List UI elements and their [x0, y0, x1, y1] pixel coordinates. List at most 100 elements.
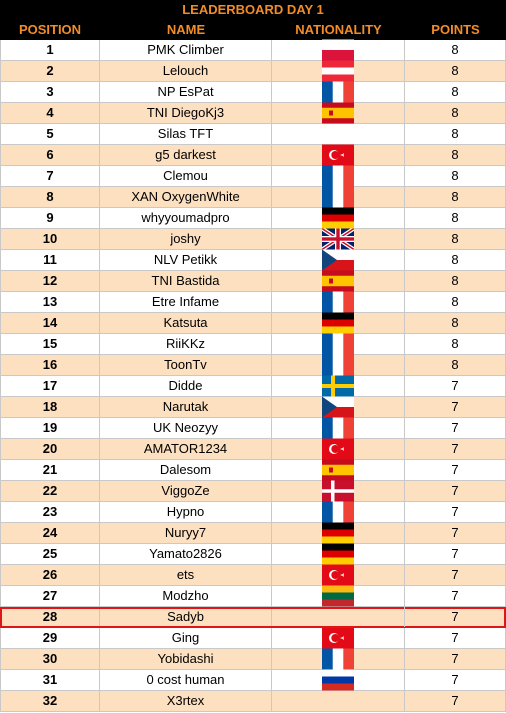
player-name-cell: XAN OxygenWhite: [100, 187, 272, 207]
points-cell: 8: [405, 250, 506, 270]
player-name-cell: Sadyb: [100, 607, 272, 627]
player-name-cell: ets: [100, 565, 272, 585]
position-cell: 27: [0, 586, 100, 606]
russia-flag-icon: [322, 669, 354, 691]
header-nationality: NATIONALITY: [295, 22, 382, 37]
table-row: 22 ViggoZe 7: [0, 480, 506, 502]
player-name-cell: NP EsPat: [100, 82, 272, 102]
table-row: 30 Yobidashi 7: [0, 648, 506, 670]
player-name-cell: Nuryy7: [100, 523, 272, 543]
points-cell: 7: [405, 439, 506, 459]
table-row: 29 Ging 7: [0, 627, 506, 649]
player-name-cell: 0 cost human: [100, 670, 272, 690]
spain-flag-icon: [322, 102, 354, 124]
austria-flag-icon: [322, 60, 354, 82]
position-cell: 21: [0, 460, 100, 480]
points-cell: 8: [405, 334, 506, 354]
position-cell: 7: [0, 166, 100, 186]
table-row: 17 Didde 7: [0, 375, 506, 397]
points-cell: 7: [405, 649, 506, 669]
position-cell: 19: [0, 418, 100, 438]
france-flag-icon: [322, 648, 354, 670]
table-row: 10 joshy 8: [0, 228, 506, 250]
table-row: 2 Lelouch 8: [0, 60, 506, 82]
points-cell: 7: [405, 376, 506, 396]
position-cell: 13: [0, 292, 100, 312]
position-cell: 1: [0, 40, 100, 60]
turkey-flag-icon: [322, 627, 354, 649]
points-cell: 7: [405, 628, 506, 648]
france-flag-icon: [322, 186, 354, 208]
turkey-flag-icon: [322, 144, 354, 166]
player-name-cell: g5 darkest: [100, 145, 272, 165]
position-cell: 32: [0, 691, 100, 711]
nationality-cell: [272, 81, 405, 103]
table-row: 16 ToonTv 8: [0, 354, 506, 376]
table-row: 4 TNI DiegoKj3 8: [0, 102, 506, 124]
germany-flag-icon: [322, 522, 354, 544]
header-name: NAME: [166, 22, 206, 37]
nationality-cell: [272, 691, 405, 711]
points-cell: 7: [405, 397, 506, 417]
position-cell: 14: [0, 313, 100, 333]
points-cell: 8: [405, 187, 506, 207]
player-name-cell: X3rtex: [100, 691, 272, 711]
position-cell: 5: [0, 124, 100, 144]
lithuania-flag-icon: [322, 585, 354, 607]
table-row: 24 Nuryy7 7: [0, 522, 506, 544]
player-name-cell: Yamato2826: [100, 544, 272, 564]
position-cell: 8: [0, 187, 100, 207]
points-cell: 7: [405, 544, 506, 564]
nationality-cell: [272, 186, 405, 208]
position-cell: 23: [0, 502, 100, 522]
sweden-flag-icon: [322, 375, 354, 397]
table-row: 7 Clemou 8: [0, 165, 506, 187]
player-name-cell: Narutak: [100, 397, 272, 417]
position-cell: 29: [0, 628, 100, 648]
france-flag-icon: [322, 354, 354, 376]
position-cell: 25: [0, 544, 100, 564]
points-cell: 7: [405, 418, 506, 438]
points-cell: 7: [405, 481, 506, 501]
header-points: POINTS: [431, 22, 480, 37]
points-cell: 8: [405, 271, 506, 291]
table-row: 15 RiiKKz 8: [0, 333, 506, 355]
nationality-cell: [272, 291, 405, 313]
player-name-cell: TNI DiegoKj3: [100, 103, 272, 123]
table-row: 18 Narutak 7: [0, 396, 506, 418]
points-cell: 7: [405, 502, 506, 522]
points-cell: 8: [405, 61, 506, 81]
table-row: 23 Hypno 7: [0, 501, 506, 523]
germany-flag-icon: [322, 543, 354, 565]
table-row: 31 0 cost human 7: [0, 669, 506, 691]
table-row: 27 Modzho 7: [0, 585, 506, 607]
points-cell: 8: [405, 229, 506, 249]
table-row: 13 Etre Infame 8: [0, 291, 506, 313]
nationality-cell: [272, 417, 405, 439]
table-header: POSITION NAME NATIONALITY POINTS: [0, 19, 506, 40]
position-cell: 16: [0, 355, 100, 375]
player-name-cell: whyyoumadpro: [100, 208, 272, 228]
czechia-flag-icon: [322, 249, 354, 271]
player-name-cell: NLV Petikk: [100, 250, 272, 270]
player-name-cell: RiiKKz: [100, 334, 272, 354]
nationality-cell: [272, 144, 405, 166]
table-row: 8 XAN OxygenWhite 8: [0, 186, 506, 208]
nationality-cell: [272, 333, 405, 355]
france-flag-icon: [322, 165, 354, 187]
points-cell: 8: [405, 208, 506, 228]
position-cell: 2: [0, 61, 100, 81]
points-cell: 8: [405, 145, 506, 165]
nationality-cell: [272, 480, 405, 502]
position-cell: 20: [0, 439, 100, 459]
position-cell: 28: [0, 607, 100, 627]
nationality-cell: [272, 543, 405, 565]
table-row: 19 UK Neozyy 7: [0, 417, 506, 439]
table-row: 28 Sadyb 7: [0, 607, 506, 628]
nationality-cell: [272, 375, 405, 397]
points-cell: 8: [405, 124, 506, 144]
player-name-cell: PMK Climber: [100, 40, 272, 60]
nationality-cell: [272, 522, 405, 544]
uk-flag-icon: [322, 228, 354, 250]
table-row: 3 NP EsPat 8: [0, 81, 506, 103]
